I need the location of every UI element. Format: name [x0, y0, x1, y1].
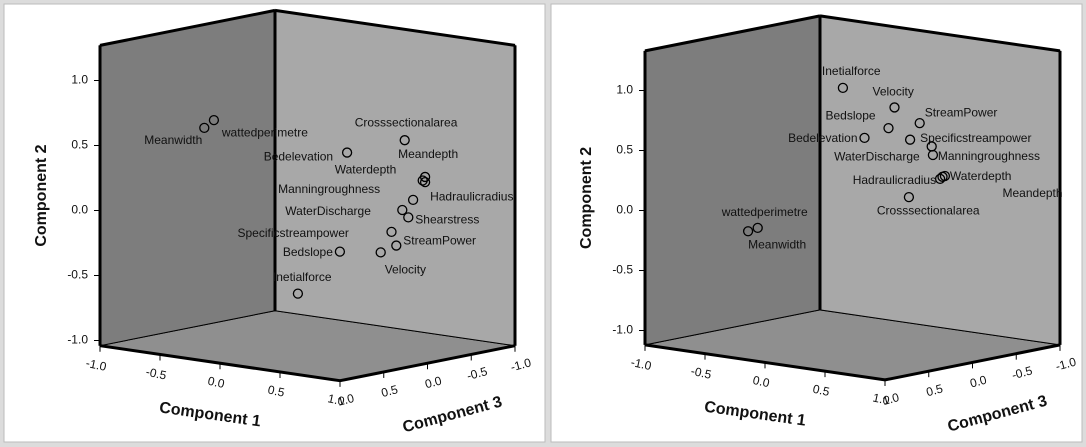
point-label: Specificstreampower — [238, 226, 349, 240]
point — [903, 191, 915, 203]
x-tick-label: 0.0 — [752, 373, 772, 390]
point-label: Bedslope — [283, 245, 333, 259]
z-tick-label: 0.5 — [380, 382, 400, 400]
point-label: Crosssectionalarea — [355, 115, 458, 129]
point — [375, 247, 386, 258]
point-label: Inetialforce — [822, 64, 881, 78]
y-tick-label: 0.0 — [616, 203, 633, 217]
x-tick-label: -1.0 — [630, 355, 653, 373]
point — [386, 226, 397, 238]
point — [937, 171, 948, 182]
point — [742, 226, 754, 237]
x-tick-label: -1.0 — [85, 356, 108, 374]
x-tick-label: 1.0 — [327, 391, 347, 408]
y-tick-label: -1.0 — [612, 323, 633, 337]
z-tick-label: -1.0 — [509, 355, 533, 374]
z-tick-label: 0.5 — [925, 381, 945, 399]
point-label: WaterDischarge — [834, 150, 920, 164]
left-wall — [99, 9, 276, 347]
box-edge — [274, 8, 516, 47]
point — [399, 135, 410, 146]
y-tick-label: -0.5 — [612, 263, 633, 277]
z-tick-label: 1.0 — [336, 391, 356, 409]
point — [292, 288, 304, 299]
y-tick-label: 1.0 — [71, 73, 88, 87]
x-tick-label: 1.0 — [872, 391, 892, 408]
point — [837, 82, 849, 94]
point-label: Velocity — [873, 85, 914, 99]
point-label: wattedperimetre — [221, 125, 308, 139]
y-tick-label: 0.5 — [71, 138, 88, 152]
x-tick-label: 0.5 — [267, 383, 287, 400]
point — [889, 102, 900, 113]
point-label: Bedslope — [826, 108, 876, 122]
point-label: Velocity — [385, 263, 426, 277]
back-wall — [274, 9, 516, 347]
point-label: Manningroughness — [278, 182, 380, 196]
point — [752, 222, 763, 234]
box-edge — [99, 8, 276, 47]
point — [403, 212, 414, 223]
point-label: Bedelevation — [788, 131, 857, 145]
x-tick-label: 0.5 — [812, 382, 832, 399]
point-label: StreamPower — [925, 105, 998, 119]
point-label: Meanwidth — [748, 237, 806, 251]
point-label: StreamPower — [403, 234, 476, 248]
z-tick-label: 0.0 — [968, 373, 988, 391]
y-tick-label: 0.5 — [616, 143, 633, 157]
point-label: Hadraulicradius — [430, 189, 513, 203]
y-axis-title: Component 2 — [33, 144, 50, 246]
point-label: Specificstreampower — [920, 131, 1031, 145]
point — [208, 115, 220, 126]
x-tick-label: 0.0 — [207, 374, 227, 391]
point — [883, 122, 894, 134]
point — [407, 194, 419, 206]
y-axis-title: Component 2 — [578, 147, 595, 249]
point — [914, 117, 925, 129]
y-tick-label: 1.0 — [616, 83, 633, 97]
point-label: WaterDischarge — [285, 204, 371, 218]
point-label: wattedperimetre — [721, 205, 808, 219]
left-wall — [644, 15, 821, 346]
point-label: Waterdepth — [335, 163, 397, 177]
x-tick-label: -0.5 — [145, 365, 168, 383]
point-label: Crosssectionalarea — [877, 203, 980, 217]
z-tick-label: -0.5 — [1010, 363, 1034, 382]
z-tick-label: -0.5 — [465, 364, 489, 383]
point — [927, 149, 939, 161]
point-label: Meandepth — [1003, 186, 1063, 200]
point — [417, 175, 428, 186]
point-label: Inetialforce — [273, 270, 332, 284]
point — [334, 246, 346, 257]
point — [199, 122, 210, 133]
y-tick-label: -0.5 — [67, 268, 88, 282]
z-tick-label: 1.0 — [881, 390, 901, 408]
z-tick-label: 0.0 — [423, 373, 443, 391]
z-tick-label: -1.0 — [1054, 355, 1078, 374]
box-edge — [644, 14, 821, 53]
point-label: Meanwidth — [144, 133, 202, 147]
point-label: Waterdepth — [950, 169, 1012, 183]
point — [391, 240, 402, 251]
x-tick-label: -0.5 — [690, 364, 713, 382]
point-label: Shearstress — [415, 213, 479, 227]
point — [397, 204, 408, 216]
y-tick-label: -1.0 — [67, 333, 88, 347]
point-label: Manningroughness — [938, 149, 1040, 163]
point-label: Hadraulicradius — [853, 173, 936, 187]
point — [904, 134, 916, 145]
y-tick-label: 0.0 — [71, 203, 88, 217]
point — [341, 147, 353, 158]
box-edge — [819, 14, 1061, 53]
point-label: Meandepth — [398, 147, 458, 161]
point — [859, 132, 870, 144]
point — [419, 176, 431, 188]
point-label: Bedelevation — [264, 150, 333, 164]
